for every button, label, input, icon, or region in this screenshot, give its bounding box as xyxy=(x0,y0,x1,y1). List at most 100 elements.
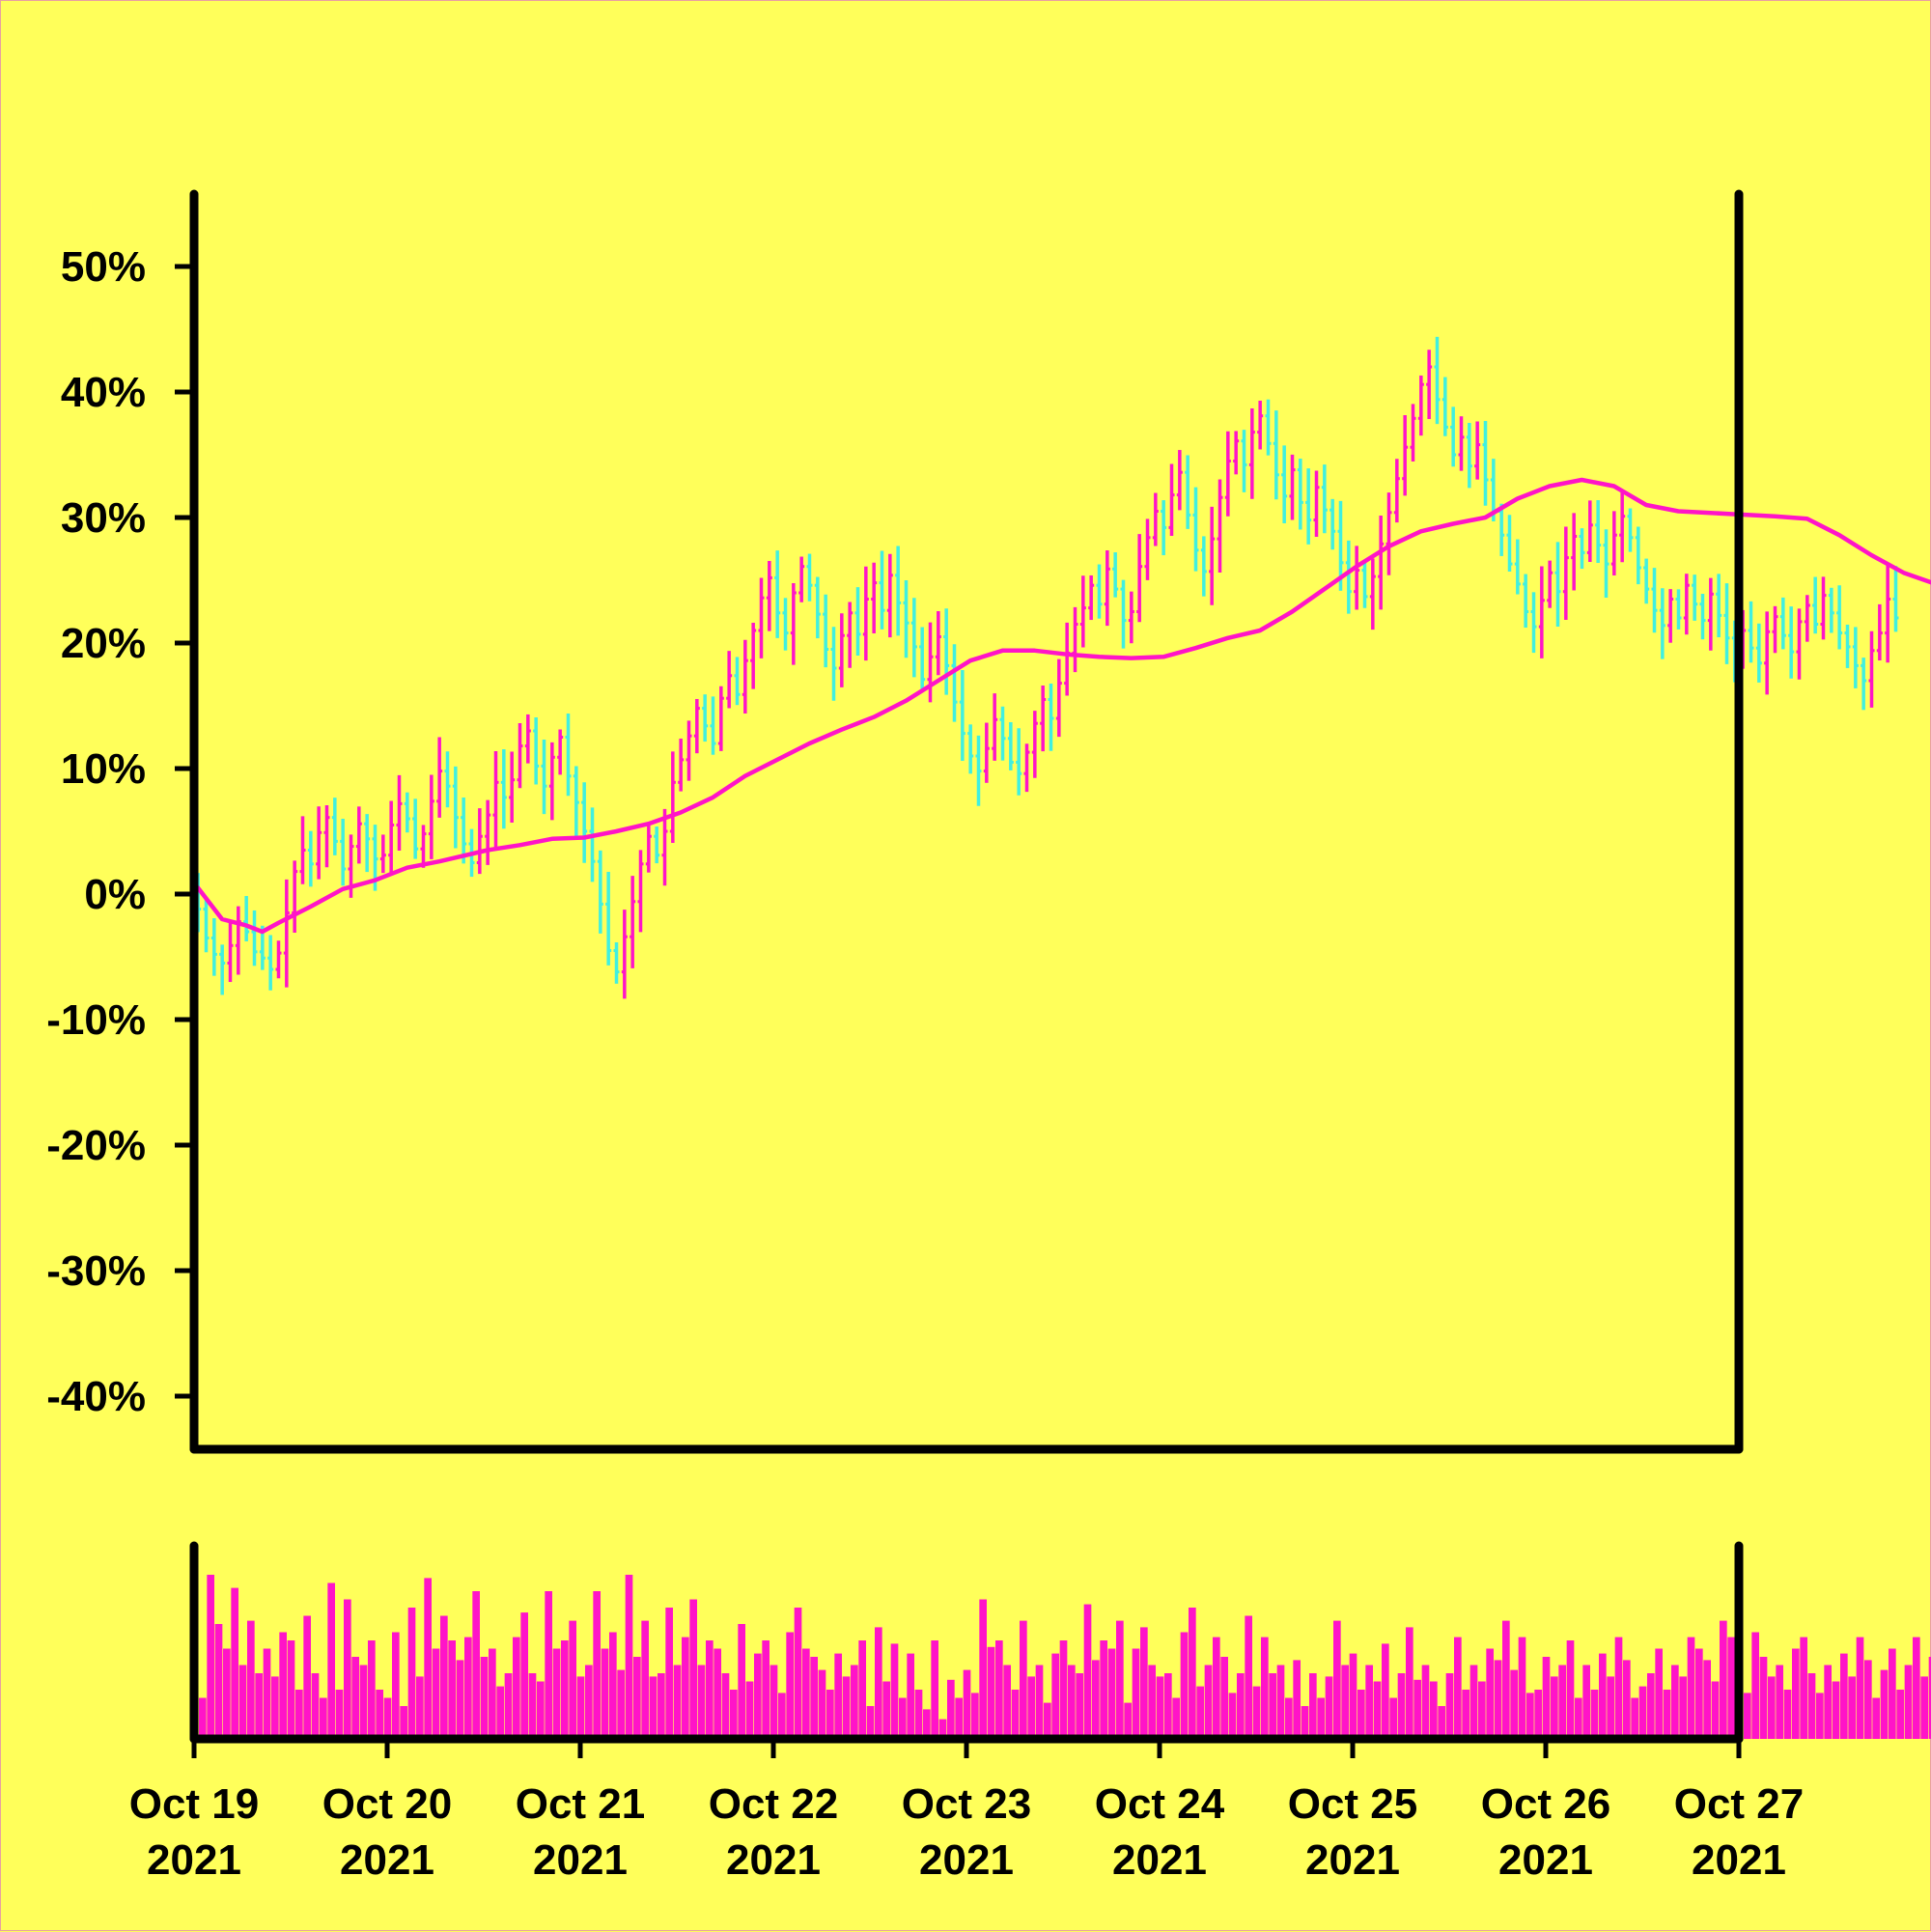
ohlc-bar xyxy=(1892,566,1899,632)
ohlc-bar xyxy=(992,693,998,761)
ohlc-bar xyxy=(935,611,941,676)
ohlc-bar xyxy=(597,850,603,934)
ohlc-bar xyxy=(1055,658,1062,738)
volume-bar xyxy=(914,1690,923,1739)
volume-bar xyxy=(1083,1604,1092,1739)
ohlc-bar xyxy=(790,582,797,665)
ohlc-bar xyxy=(1007,721,1014,770)
volume-bar xyxy=(682,1637,689,1739)
volume-bar xyxy=(1510,1669,1518,1739)
ohlc-bar xyxy=(823,594,829,668)
y-tick-label: -20% xyxy=(46,1122,146,1169)
volume-bar xyxy=(1783,1690,1792,1739)
x-tick-label: Oct 20 2021 xyxy=(322,1780,453,1884)
ohlc-bar xyxy=(1434,336,1441,425)
y-tick-label: -40% xyxy=(46,1373,146,1420)
ohlc-bar xyxy=(1635,526,1641,585)
volume-bar xyxy=(1663,1690,1671,1739)
volume-bar xyxy=(665,1608,673,1739)
volume-bar xyxy=(1599,1653,1607,1739)
ohlc-bar xyxy=(1048,683,1054,751)
volume-bar xyxy=(1100,1640,1107,1739)
ohlc-bar xyxy=(1885,565,1891,663)
ohlc-bar xyxy=(557,729,564,775)
volume-bar xyxy=(279,1632,287,1739)
volume-bar xyxy=(1502,1620,1510,1739)
ohlc-bar xyxy=(1707,577,1714,651)
volume-bar xyxy=(1575,1697,1582,1739)
volume-bar xyxy=(1928,1657,1931,1739)
volume-bar xyxy=(851,1665,858,1739)
volume-bar xyxy=(1076,1673,1083,1739)
x-tick-label-date: Oct 24 xyxy=(1095,1780,1225,1828)
volume-bar xyxy=(955,1697,963,1739)
volume-bar xyxy=(1880,1669,1889,1739)
volume-bar xyxy=(826,1690,834,1739)
ohlc-bar xyxy=(726,651,733,709)
volume-bar xyxy=(1228,1693,1237,1739)
volume-bar xyxy=(561,1640,569,1739)
ohlc-bar xyxy=(548,742,555,821)
y-tick-label: -10% xyxy=(46,996,146,1044)
volume-bar xyxy=(730,1690,738,1739)
volume-bar xyxy=(745,1681,754,1739)
volume-bar xyxy=(392,1632,400,1739)
ohlc-bar xyxy=(1627,508,1634,552)
volume-bar xyxy=(407,1608,416,1739)
ohlc-bar xyxy=(1426,350,1433,419)
ohlc-bar xyxy=(1040,686,1047,752)
ohlc-bar xyxy=(1538,566,1545,658)
volume-bar xyxy=(794,1608,802,1739)
volume-bar xyxy=(1413,1679,1421,1739)
ohlc-bar xyxy=(1692,574,1698,621)
volume-bar xyxy=(1164,1673,1172,1739)
ohlc-bar xyxy=(1699,593,1706,640)
volume-bar xyxy=(1180,1632,1189,1739)
ohlc-bar xyxy=(686,720,692,781)
ohlc-bar xyxy=(975,735,982,806)
volume-bar xyxy=(818,1669,826,1739)
volume-bar xyxy=(1478,1681,1486,1739)
volume-bar xyxy=(786,1632,794,1739)
x-tick-label-date: Oct 27 xyxy=(1674,1780,1805,1828)
ohlc-bar xyxy=(669,751,676,843)
ohlc-bar xyxy=(1354,546,1360,610)
ohlc-bar xyxy=(227,921,234,983)
ohlc-bar xyxy=(999,706,1006,761)
moving-average-layer xyxy=(195,477,1931,935)
volume-bar xyxy=(1727,1637,1735,1739)
volume-bar xyxy=(923,1709,931,1739)
ohlc-bar xyxy=(1514,539,1521,595)
volume-bar xyxy=(1486,1648,1494,1739)
volume-bar xyxy=(472,1591,480,1739)
ohlc-bar xyxy=(1192,487,1199,572)
volume-bar xyxy=(979,1599,987,1739)
ohlc-bar xyxy=(1281,445,1288,523)
volume-bar xyxy=(1430,1681,1438,1739)
ohlc-bar xyxy=(1876,603,1883,660)
volume-bar xyxy=(907,1653,914,1739)
ohlc-bar xyxy=(967,724,974,774)
ohlc-bar xyxy=(1868,630,1875,708)
ohlc-bar xyxy=(654,826,660,864)
ohlc-bar xyxy=(1209,506,1216,605)
ohlc-bar xyxy=(203,898,210,953)
volume-bar xyxy=(802,1648,810,1739)
ohlc-bar xyxy=(420,825,427,868)
ohlc-bar xyxy=(766,560,772,631)
volume-bar xyxy=(400,1706,407,1739)
volume-bar xyxy=(1558,1665,1566,1739)
ohlc-bar xyxy=(1224,431,1231,517)
ohlc-bar xyxy=(524,714,531,764)
x-axis-ticks: Oct 19 2021 Oct 20 2021 Oct 21 2021 Oct 22 2021… xyxy=(129,1739,1805,1884)
ohlc-bar xyxy=(605,871,612,966)
x-tick-label: Oct 27 2021 xyxy=(1674,1780,1805,1884)
ohlc-bar xyxy=(476,808,483,875)
volume-bar xyxy=(706,1640,714,1739)
volume-bar xyxy=(1140,1627,1148,1739)
volume-bar xyxy=(537,1681,545,1739)
volume-bar xyxy=(287,1640,295,1739)
volume-bar xyxy=(1382,1643,1389,1739)
ohlc-bar xyxy=(1410,404,1416,462)
ohlc-bar xyxy=(1506,515,1513,573)
